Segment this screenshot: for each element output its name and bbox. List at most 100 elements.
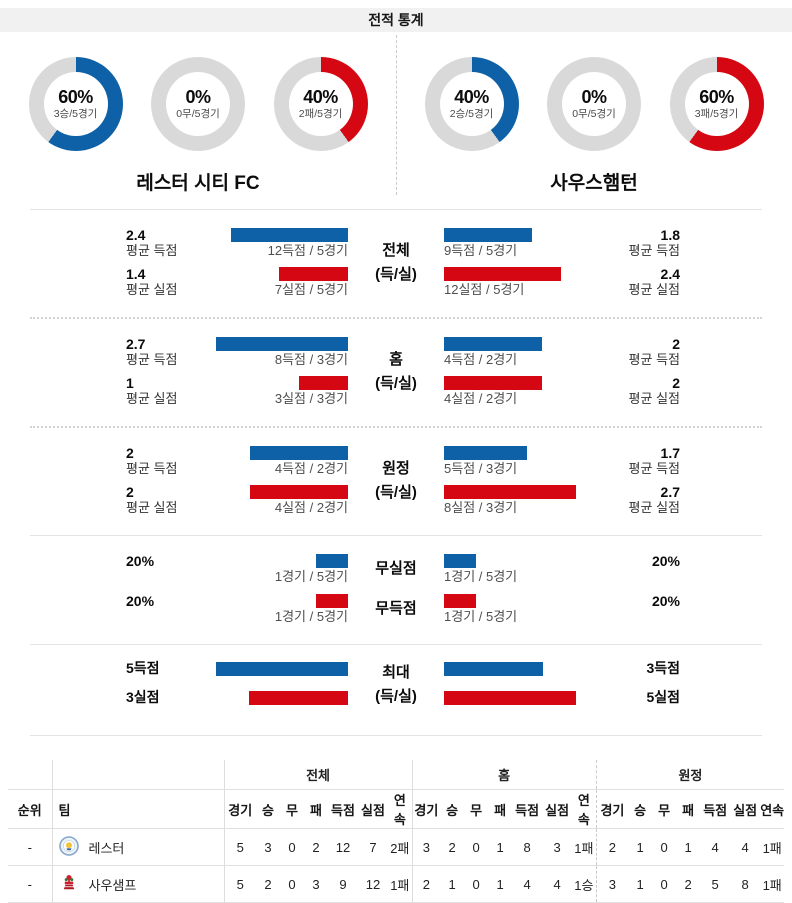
group-header-home: 홈 [411,760,597,790]
away-team-name: 사우스햄턴 [550,173,638,194]
home-home-avg-conceded: 1 [126,375,134,391]
home-max-scored-bar [216,662,348,676]
standings-table: 전체 홈 원정 순위 팀 경기 승 무 패 득점 실점 연속 경기 승 무 패 … [8,760,785,903]
home-draw-rate-donut: 0% 0무/5경기 [151,57,245,151]
total-home-scored-bar [230,228,348,242]
away-win-detail: 2승/5경기 [449,108,494,121]
section-divider [30,644,762,645]
home-scoreless-bar [316,594,348,608]
home-section-label: 홈 (득/실) [375,350,417,392]
away-home-conceded-bar [250,485,348,499]
avg-scored-label: 평균 득점 [628,243,680,258]
away-draw-rate-donut: 0% 0무/5경기 [547,57,641,151]
rank-cell: - [8,865,52,903]
away-away-avg-scored: 1.7 [660,445,680,461]
table-row-southampton: - 사우샘프 5 2 0 3 9 12 1패 2 1 0 1 4 4 1승 [8,865,785,903]
home-team-name: 레스터 시티 FC [136,173,260,194]
stat-section-clean-sheets: 20% 1경기 / 5경기 무실점 1경기 / 5경기 20% 20% 1경기 … [126,553,680,624]
stat-section-home: 2.7 평균 득점 8득점 / 3경기 홈 (득/실) 4득점 / 2경기 2 … [126,336,680,406]
away-loss-pct: 60% [699,86,734,107]
home-win-detail: 3승/5경기 [53,108,98,121]
home-loss-detail: 2패/5경기 [298,108,343,121]
total-away-conceded-bar [444,267,562,281]
away-win-pct: 40% [454,86,489,107]
home-away-conceded-bar [444,376,542,390]
avg-conceded-label: 평균 실점 [126,282,178,297]
away-win-rate-donut: 40% 2승/5경기 [424,57,519,151]
table-row-leicester: - 레스터 5 3 0 2 12 7 2패 3 2 0 1 8 3 1패 [8,828,785,866]
stat-section-total: 2.4 평균 득점 12득점 / 5경기 전체 (득/실) 9득점 / 5경기 … [0,210,792,317]
team-cell-leicester[interactable]: 레스터 [51,828,224,866]
center-dashed-divider [396,35,397,195]
rank-cell: - [8,828,52,866]
away-away-conceded-bar [444,485,576,499]
page-title: 전적 통계 [0,8,792,32]
home-home-conceded-bar [299,376,348,390]
away-draw-detail: 0무/5경기 [572,108,616,121]
away-loss-rate-donut: 60% 3패/5경기 [669,57,764,151]
total-section-label: 전체 (득/실) [375,241,417,283]
home-max-scored: 5득점 [126,660,160,676]
max-section-label: 최대 (득/실) [375,664,417,705]
total-home-scored-detail: 12득점 / 5경기 [267,243,348,258]
team-header: 팀 [51,789,224,829]
home-away-avg-conceded: 2 [672,375,680,391]
home-clean-sheet-bar [316,554,348,568]
home-max-conceded-bar [249,691,348,705]
away-max-conceded: 5실점 [646,689,680,705]
home-draw-pct: 0% [185,86,211,107]
total-home-avg-scored: 2.4 [126,227,146,243]
total-home-conceded-bar [279,267,348,281]
stat-section-away: 2 평균 득점 4득점 / 2경기 원정 (득/실) 5득점 / 3경기 1.7… [126,445,680,515]
group-header-total: 전체 [223,760,413,790]
home-home-avg-scored: 2.7 [126,336,146,352]
home-win-pct: 60% [58,86,93,107]
away-scoreless-pct: 20% [651,593,680,609]
away-scoreless-bar [444,594,476,608]
rank-header: 순위 [8,789,52,829]
section-divider [30,209,762,210]
away-max-scored-bar [444,662,543,676]
section-divider [30,535,762,536]
total-away-conceded-detail: 12실점 / 5경기 [444,282,525,297]
away-loss-detail: 3패/5경기 [694,108,739,121]
away-home-avg-conceded: 2 [126,484,134,500]
avg-scored-label: 평균 득점 [126,243,178,258]
stat-section-max: 5득점 최대 (득/실) 3득점 3실점 5실점 [0,645,792,735]
dotted-divider [30,426,762,428]
total-home-avg-conceded: 1.4 [126,266,146,282]
away-clean-sheet-bar [444,554,476,568]
clean-sheet-label: 무실점 [375,560,417,577]
home-loss-rate-donut: 40% 2패/5경기 [273,57,368,151]
team-cell-southampton[interactable]: 사우샘프 [51,865,224,903]
home-scoreless-pct: 20% [126,593,155,609]
away-away-scored-bar [444,446,528,460]
record-summary: 60% 3승/5경기 0% 0무/5경기 40% 2패/5경기 40% 2승/5… [0,32,792,195]
southampton-crest-icon [59,873,79,896]
home-away-scored-bar [444,337,542,351]
away-section-label: 원정 (득/실) [375,459,417,501]
total-away-avg-conceded: 2.4 [660,266,680,282]
total-away-scored-bar [444,228,533,242]
away-max-scored: 3득점 [646,660,680,676]
team-name-short: 사우샘프 [88,877,137,893]
home-home-scored-bar [216,337,348,351]
away-team-donuts: 40% 2승/5경기 0% 0무/5경기 60% 3패/5경기 [396,57,792,151]
home-clean-sheet-pct: 20% [126,553,155,569]
away-home-scored-bar [250,446,348,460]
team-name-short: 레스터 [88,840,125,856]
total-away-scored-detail: 9득점 / 5경기 [444,243,518,258]
scoreless-label: 무득점 [375,600,417,617]
away-draw-pct: 0% [581,86,607,107]
away-clean-sheet-pct: 20% [651,553,680,569]
group-header-away: 원정 [595,760,785,790]
home-win-rate-donut: 60% 3승/5경기 [28,57,123,151]
home-loss-pct: 40% [303,86,338,107]
section-divider [30,735,762,736]
away-away-avg-conceded: 2.7 [660,484,680,500]
leicester-crest-icon [58,835,79,859]
total-home-conceded-detail: 7실점 / 5경기 [274,282,348,297]
home-away-avg-scored: 2 [672,336,680,352]
total-away-avg-scored: 1.8 [660,227,680,243]
away-max-conceded-bar [444,691,576,705]
